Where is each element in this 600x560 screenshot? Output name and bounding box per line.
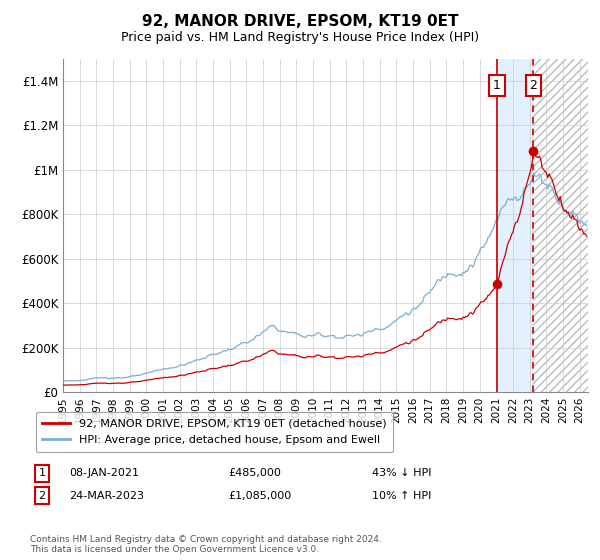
Text: 24-MAR-2023: 24-MAR-2023 — [69, 491, 144, 501]
Bar — [533, 59, 588, 392]
Text: 43% ↓ HPI: 43% ↓ HPI — [372, 468, 431, 478]
Text: Price paid vs. HM Land Registry's House Price Index (HPI): Price paid vs. HM Land Registry's House … — [121, 31, 479, 44]
Text: 1: 1 — [38, 468, 46, 478]
Text: Contains HM Land Registry data © Crown copyright and database right 2024.
This d: Contains HM Land Registry data © Crown c… — [30, 535, 382, 554]
Text: £485,000: £485,000 — [228, 468, 281, 478]
Legend: 92, MANOR DRIVE, EPSOM, KT19 0ET (detached house), HPI: Average price, detached : 92, MANOR DRIVE, EPSOM, KT19 0ET (detach… — [35, 412, 393, 452]
Bar — [497, 59, 533, 392]
Text: £1,085,000: £1,085,000 — [228, 491, 291, 501]
Text: 92, MANOR DRIVE, EPSOM, KT19 0ET: 92, MANOR DRIVE, EPSOM, KT19 0ET — [142, 14, 458, 29]
Text: 2: 2 — [38, 491, 46, 501]
Text: 2: 2 — [530, 79, 538, 92]
Text: 08-JAN-2021: 08-JAN-2021 — [69, 468, 139, 478]
Text: 10% ↑ HPI: 10% ↑ HPI — [372, 491, 431, 501]
Text: 1: 1 — [493, 79, 501, 92]
